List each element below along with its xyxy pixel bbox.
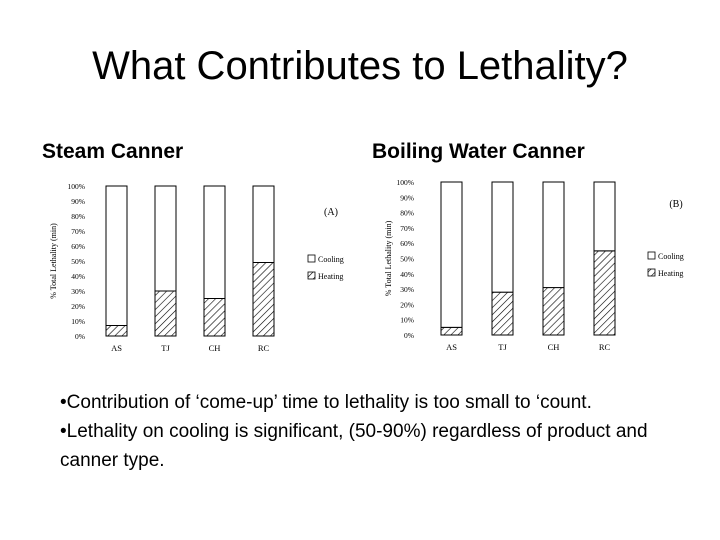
boiling-water-canner-chart: % Total Lethality (min) 0% 10% 20% 30% 40% 50%… [384,178,684,352]
x-tick-label: AS [111,343,122,353]
y-tick-label: 90% [400,193,414,202]
bar-heating-ch [542,287,565,336]
legend-label-cooling: Cooling [658,252,684,261]
bullet-cooling: •Lethality on cooling is significant, (5… [60,421,648,471]
bar-heating-tj [154,290,177,337]
x-tick-label: AS [446,342,457,352]
legend-label-heating: Heating [318,272,343,281]
bar-heating-ch [203,298,226,337]
y-tick-label: 60% [71,242,85,251]
legend-swatch-heating [647,268,656,277]
bar-cooling-rc [593,181,616,252]
y-tick-label: 10% [400,316,414,325]
steam-canner-chart: % Total Lethality (min) 0% 10% 20% 30% 40% 50%… [49,182,344,353]
bar-cooling-tj [491,181,514,293]
x-tick-label: RC [599,342,611,352]
legend-swatch-cooling [647,251,656,260]
chart-title-boiling: Boiling Water Canner [372,140,585,163]
y-tick-label: 40% [400,270,414,279]
bar-cooling-as [440,181,463,328]
bar-cooling-ch [203,185,226,299]
panel-label: (A) [324,207,338,218]
x-tick-label: CH [548,342,560,352]
y-tick-label: 30% [400,285,414,294]
y-tick-label: 40% [71,272,85,281]
y-tick-label: 10% [71,317,85,326]
bar-cooling-as [105,185,128,326]
legend-label-cooling: Cooling [318,255,344,264]
bar-cooling-rc [252,185,275,263]
y-tick-label: 20% [400,300,414,309]
y-tick-label: 50% [400,255,414,264]
bar-heating-tj [491,291,514,336]
bar-heating-rc [593,250,616,336]
bar-heating-as [440,326,463,336]
chart-title-steam: Steam Canner [42,140,184,163]
y-axis-label: % Total Lethality (min) [384,220,393,296]
x-tick-label: CH [209,343,221,353]
slide-title: What Contributes to Lethality? [92,44,628,88]
y-tick-label: 60% [400,239,414,248]
bar-heating-as [105,325,128,337]
y-tick-label: 70% [71,227,85,236]
x-tick-label: TJ [498,342,507,352]
y-tick-label: 80% [71,212,85,221]
y-tick-label: 0% [404,331,414,340]
y-tick-label: 80% [400,209,414,218]
bar-heating-rc [252,262,275,337]
x-tick-label: TJ [161,343,170,353]
legend-swatch-heating [307,271,316,280]
bar-cooling-tj [154,185,177,292]
y-tick-label: 100% [397,178,415,187]
bar-cooling-ch [542,181,565,289]
y-axis-label: % Total Lethality (min) [49,223,58,299]
x-tick-label: RC [258,343,270,353]
panel-label: (B) [669,199,682,210]
y-tick-label: 90% [71,197,85,206]
y-tick-label: 70% [400,224,414,233]
bullet-list: •Contribution of ‘come-up’ time to letha… [60,388,660,475]
bullet-come-up: •Contribution of ‘come-up’ time to letha… [60,392,592,413]
y-tick-label: 100% [68,182,86,191]
y-tick-label: 0% [75,332,85,341]
legend-label-heating: Heating [658,269,683,278]
y-tick-label: 20% [71,302,85,311]
legend-swatch-cooling [307,254,316,263]
y-tick-label: 30% [71,287,85,296]
y-tick-label: 50% [71,257,85,266]
